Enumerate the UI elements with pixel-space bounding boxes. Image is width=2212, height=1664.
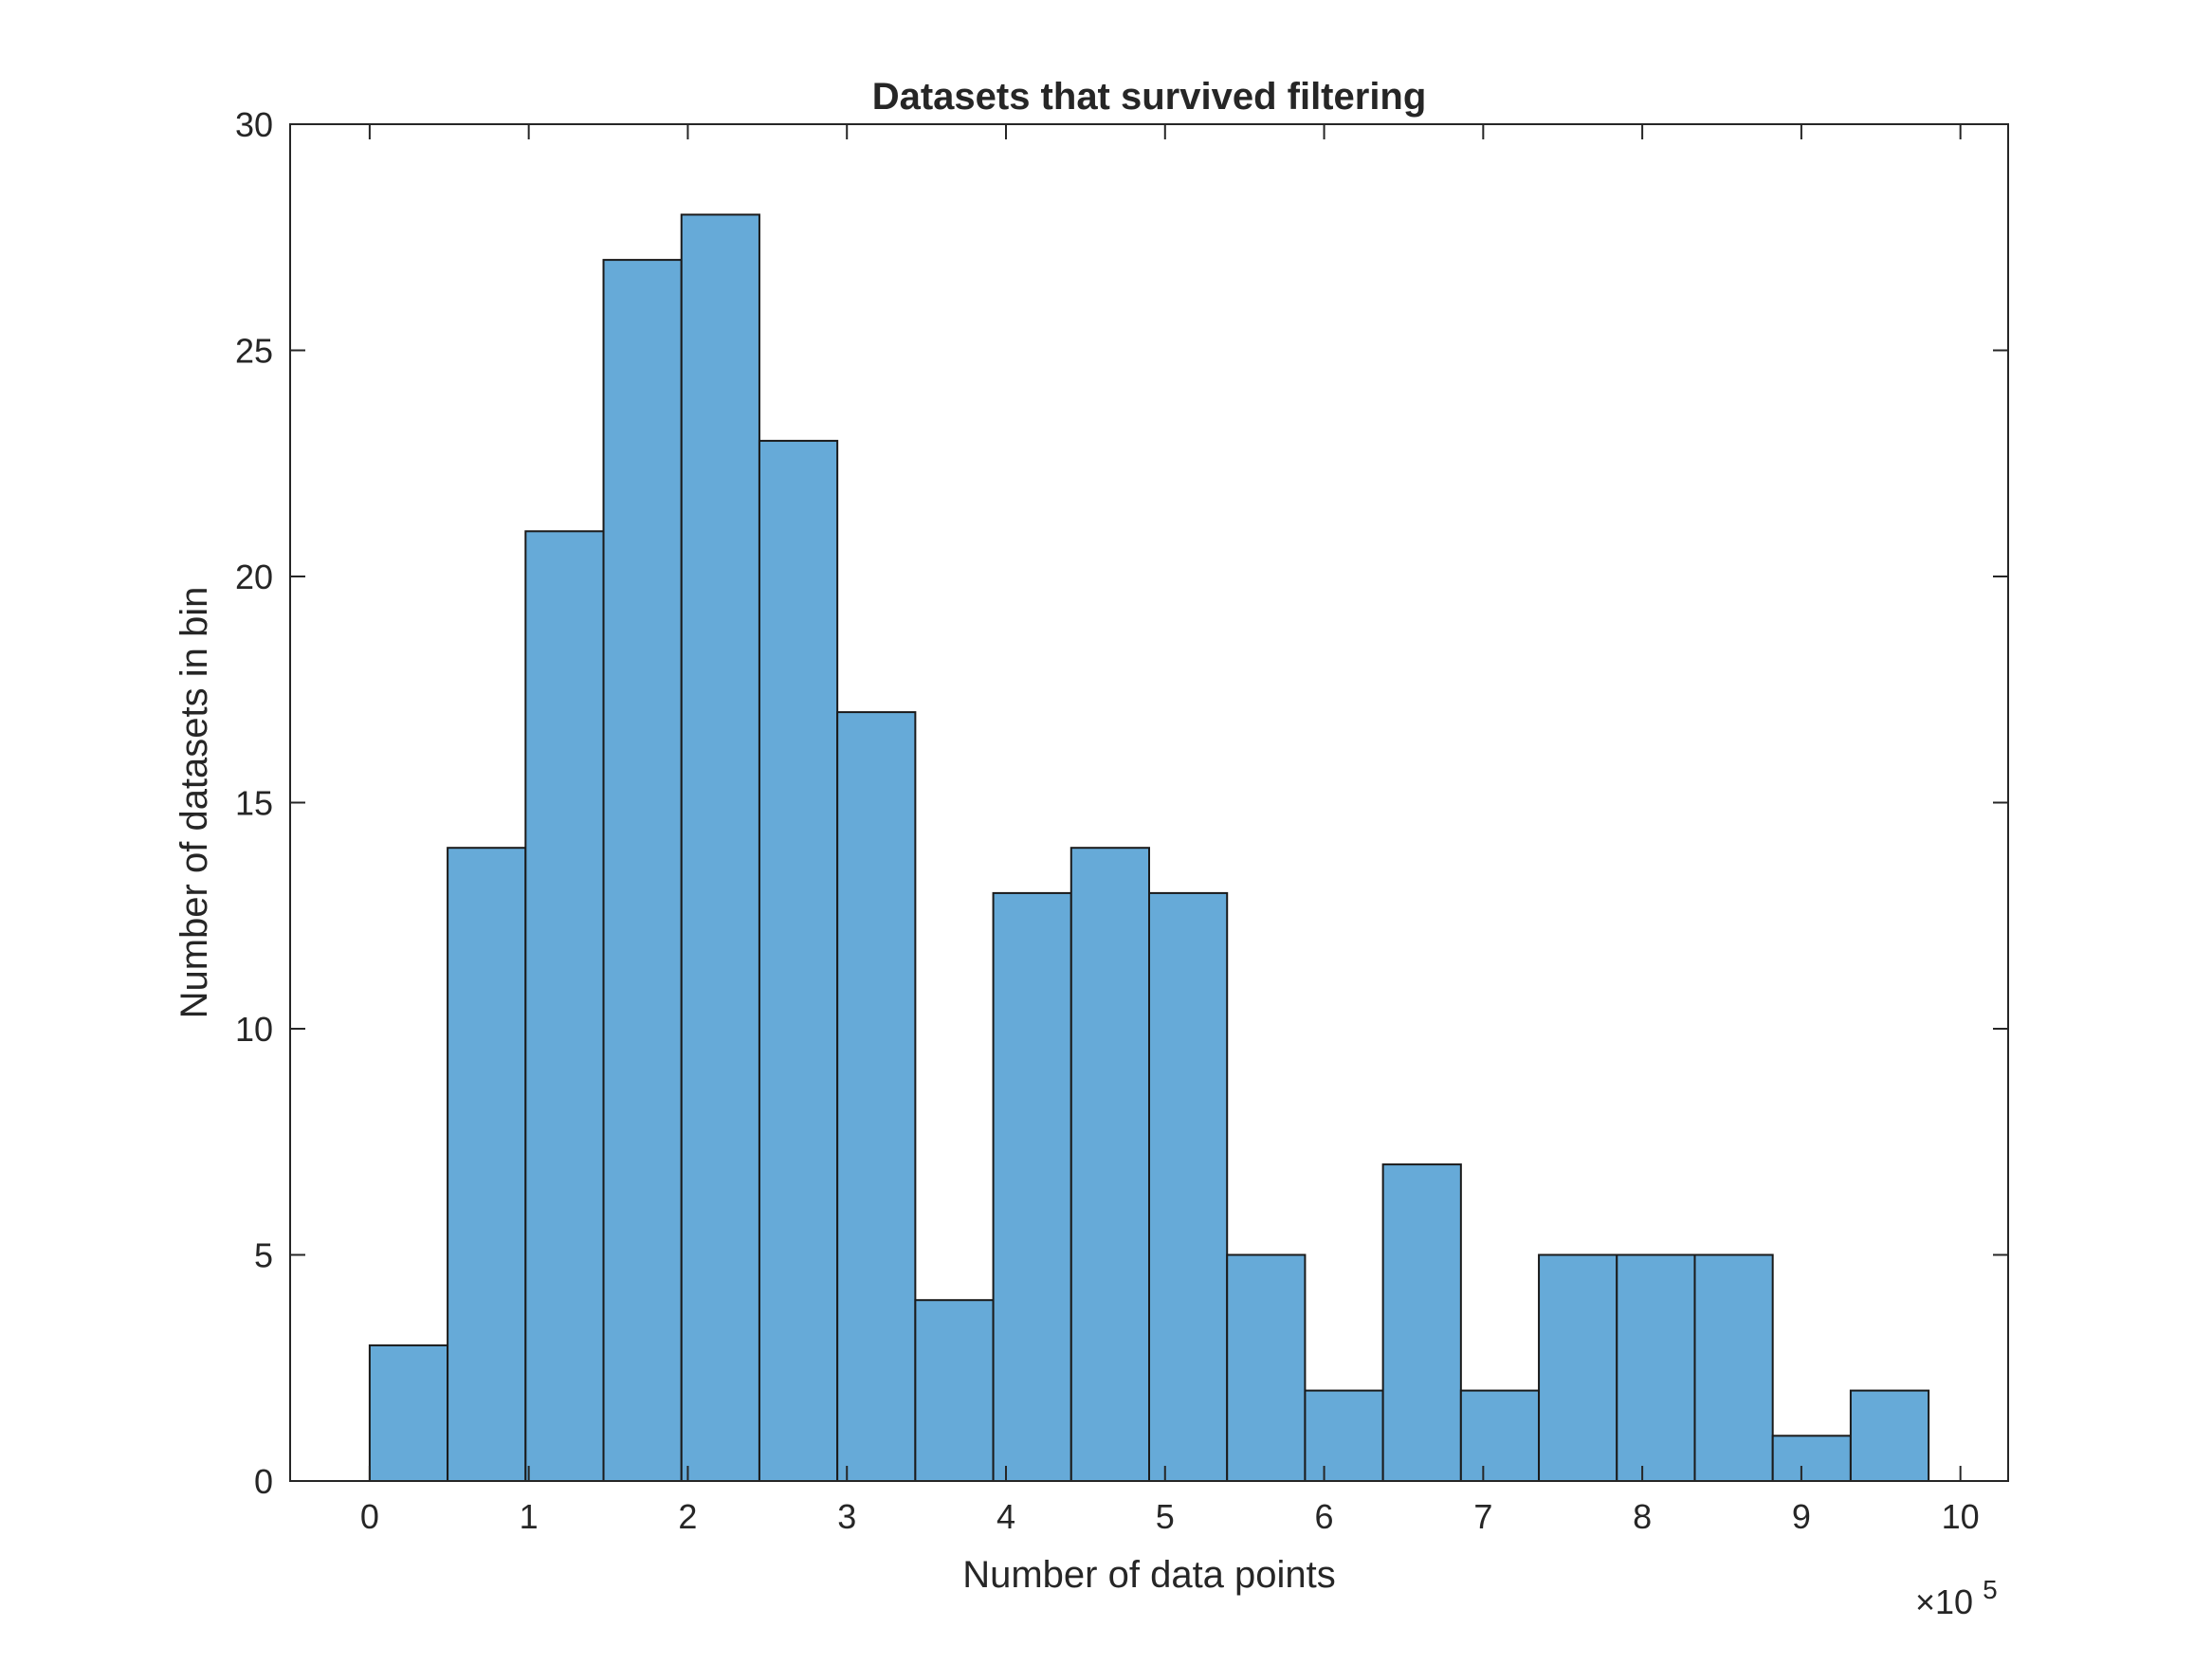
y-tick-label: 10 (235, 1010, 273, 1049)
x-tick-label: 2 (678, 1497, 697, 1536)
x-tick-label: 8 (1633, 1497, 1652, 1536)
y-tick-label: 30 (235, 105, 273, 144)
x-multiplier-base: ×10 (1915, 1582, 1973, 1621)
histogram-bar (914, 1299, 995, 1482)
histogram-bar (1771, 1435, 1852, 1483)
y-tick-label: 5 (254, 1236, 273, 1275)
x-tick-label: 0 (360, 1497, 379, 1536)
y-tick-label: 0 (254, 1462, 273, 1501)
histogram-bar (1381, 1163, 1462, 1482)
y-tick-label: 25 (235, 332, 273, 371)
y-tick-label: 15 (235, 784, 273, 823)
y-tick-label: 20 (235, 558, 273, 596)
histogram-bar (447, 847, 527, 1482)
histogram-bar (1459, 1389, 1541, 1482)
histogram-bar (758, 439, 839, 1482)
histogram-bar (602, 259, 683, 1483)
x-tick-label: 6 (1315, 1497, 1334, 1536)
histogram-bar (1304, 1389, 1384, 1482)
histogram-bar (1616, 1253, 1696, 1482)
ticks-group: 0 1 2 3 4 5 6 7 8 9 10 0 5 10 15 20 25 30 (235, 105, 2008, 1536)
histogram-bar (992, 891, 1072, 1482)
histogram-bar (368, 1344, 449, 1483)
histogram-bar (1069, 847, 1151, 1482)
histogram-bar (680, 213, 760, 1482)
x-tick-label: 1 (520, 1497, 539, 1536)
x-tick-label: 7 (1473, 1497, 1492, 1536)
histogram-bar (1538, 1253, 1618, 1482)
x-tick-label: 3 (837, 1497, 856, 1536)
bars-group (368, 213, 1930, 1483)
x-axis-multiplier: ×10 5 (1915, 1575, 1998, 1621)
histogram-bar (836, 711, 917, 1482)
histogram-bar (1849, 1389, 1930, 1482)
histogram-bar (1148, 891, 1229, 1482)
x-axis-label: Number of data points (962, 1554, 1336, 1596)
x-tick-label: 9 (1792, 1497, 1811, 1536)
x-tick-label: 10 (1942, 1497, 1980, 1536)
x-tick-label: 4 (996, 1497, 1015, 1536)
x-tick-label: 5 (1156, 1497, 1175, 1536)
y-axis-label: Number of datasets in bin (174, 587, 215, 1019)
x-multiplier-exponent: 5 (1983, 1575, 1998, 1604)
chart-title: Datasets that survived filtering (872, 76, 1427, 118)
histogram-bar (524, 530, 605, 1482)
histogram-bar (1693, 1253, 1774, 1482)
histogram-bar (1226, 1253, 1307, 1482)
